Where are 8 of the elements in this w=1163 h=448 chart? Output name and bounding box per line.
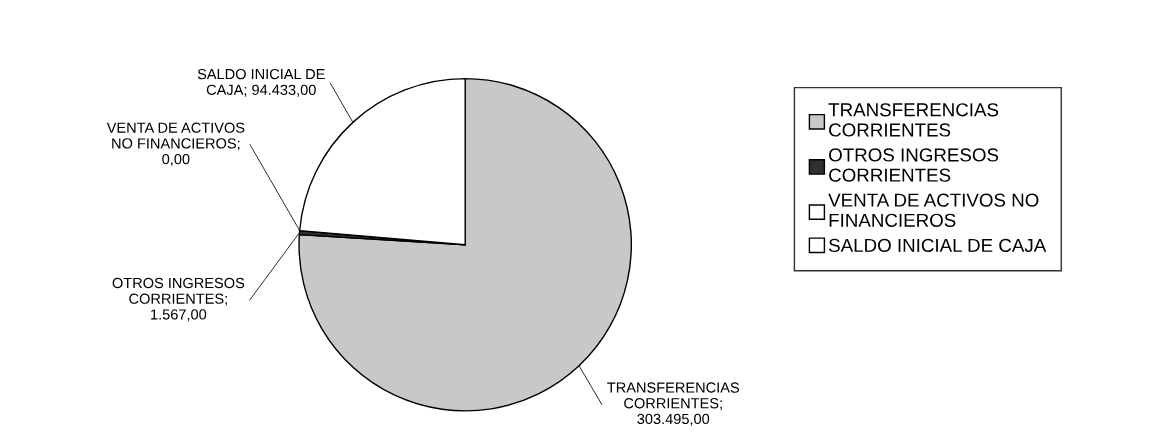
data-label: OTROS INGRESOS CORRIENTES; 1.567,00 [112,277,245,322]
data-label: SALDO INICIAL DE CAJA; 94.433,00 [197,68,325,97]
data-label: TRANSFERENCIAS CORRIENTES; 303.495,00 [607,382,740,426]
legend-label: TRANSFERENCIAS CORRIENTES [828,103,999,137]
legend-label: OTROS INGRESOS CORRIENTES [829,148,999,182]
legend-label: VENTA DE ACTIVOS NO FINANCIEROS [828,193,1039,227]
legend-label: SALDO INICIAL DE CAJA [829,238,1047,253]
text: VENTA DE ACTIVOS NO FINANCIEROS; 0,00 [106,122,245,166]
